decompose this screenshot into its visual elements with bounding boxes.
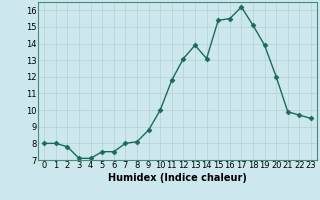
X-axis label: Humidex (Indice chaleur): Humidex (Indice chaleur) [108,173,247,183]
